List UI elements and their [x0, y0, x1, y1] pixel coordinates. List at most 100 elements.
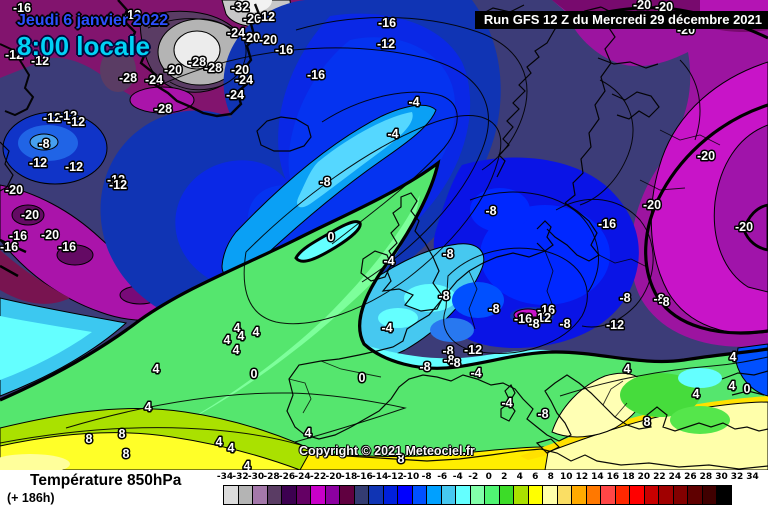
legend-tick-label: -16 — [356, 472, 373, 482]
legend-swatch — [426, 485, 442, 505]
temperature-label: -16 — [0, 240, 18, 254]
legend-swatch — [513, 485, 529, 505]
temperature-label: 4 — [233, 343, 240, 357]
temperature-label: -24 — [235, 73, 253, 87]
legend-swatch — [353, 485, 369, 505]
weather-map: -16 -12-32-20-12-24-20-20-16-28-28-20 -20-… — [0, 0, 768, 470]
temperature-label: 0 — [251, 367, 258, 381]
temperature-label: 4 — [153, 362, 160, 376]
model-run-info-bar: Run GFS 12 Z du Mercredi 29 décembre 202… — [474, 11, 768, 29]
legend-tick-label: 34 — [746, 472, 759, 482]
legend-swatch — [716, 485, 732, 505]
temperature-label: 4 — [224, 333, 231, 347]
temperature-label: -28 — [204, 61, 222, 75]
temperature-label: -8 — [485, 204, 496, 218]
legend-tick-label: -12 — [387, 472, 404, 482]
temperature-label: -28 — [154, 102, 172, 116]
temperature-label: -12 — [464, 343, 482, 357]
temperature-label: 4 — [693, 387, 700, 401]
legend-tick-label: -14 — [372, 472, 389, 482]
valid-time-label: 8:00 locale — [17, 31, 150, 61]
legend-tick-labels: -34 -32 -30 -28 -26 -24 -22 -20 -18 -16 -14 -12 -10-… — [217, 472, 766, 485]
legend-tick-label: -2 — [468, 472, 479, 482]
legend-tick-label: -22 — [309, 472, 327, 482]
temperature-label: -20 — [231, 63, 249, 77]
temperature-label: -8 — [438, 289, 449, 303]
temperature-label: -16 — [598, 217, 616, 231]
legend-swatch — [440, 485, 456, 505]
temperature-label: -8 — [488, 302, 499, 316]
legend-swatch — [295, 485, 311, 505]
temperature-label: -12 — [59, 109, 77, 123]
temperature-label: -28 — [188, 55, 206, 69]
legend-tick-label: 32 — [730, 472, 744, 482]
footer-bar: Température 850hPa (+ 186h) -34 -32 -30 -28… — [0, 470, 768, 512]
legend-tick-label: 18 — [622, 472, 635, 482]
temperature-label: 0 — [359, 371, 366, 385]
legend-tick-label: -24 — [294, 472, 311, 482]
temperature-label: -12 — [5, 48, 23, 62]
temperature-label: -24 — [226, 88, 244, 102]
legend-tick-label: -18 — [340, 472, 358, 482]
temperature-label: -8 — [653, 292, 664, 306]
legend-tick-label: 14 — [591, 472, 604, 482]
legend-tick-label: -28 — [263, 472, 280, 482]
temperature-label: 4 — [253, 325, 260, 339]
legend-swatch — [498, 485, 514, 505]
legend-tick-label: 8 — [547, 472, 554, 482]
legend-tick-label: -8 — [421, 472, 432, 482]
temperature-label: -8 — [449, 356, 460, 370]
temperature-label: 4 — [729, 379, 736, 393]
temperature-label: -8 — [537, 407, 548, 421]
temperature-label: -4 — [387, 127, 398, 141]
temperature-label: -16 — [307, 68, 325, 82]
temperature-label: -8 — [528, 317, 539, 331]
temperature-label: -12 — [533, 311, 551, 325]
temperature-label: -20 — [5, 183, 23, 197]
legend-tick-label: 24 — [668, 472, 682, 482]
legend-swatch — [585, 485, 601, 505]
temperature-label: -4 — [501, 396, 512, 410]
temperature-label: -20 — [243, 12, 261, 26]
legend-swatch — [672, 485, 688, 505]
legend-swatch — [397, 485, 413, 505]
temperature-label: -12 — [67, 115, 85, 129]
temperature-label: -20 — [242, 31, 260, 45]
temperature-label: -28 — [119, 71, 137, 85]
legend-swatches — [223, 485, 766, 506]
temperature-label: -8 — [619, 291, 630, 305]
temperature-label: -8 — [559, 317, 570, 331]
legend-swatch — [455, 485, 471, 505]
temperature-label: -20 — [164, 63, 182, 77]
legend-swatch — [310, 485, 326, 505]
legend-swatch — [281, 485, 297, 505]
temperature-label: -8 — [658, 295, 669, 309]
legend-swatch — [658, 485, 674, 505]
temperature-label: -20 — [633, 0, 651, 12]
parameter-title: Température 850hPa — [30, 472, 182, 489]
legend-tick-label: 22 — [653, 472, 666, 482]
legend-swatch — [687, 485, 703, 505]
temperature-label: 0 — [328, 230, 335, 244]
legend-swatch — [339, 485, 355, 505]
valid-date-label: Jeudi 6 janvier 2022 — [17, 12, 169, 29]
legend-swatch — [266, 485, 282, 505]
temperature-label: 4 — [238, 329, 245, 343]
legend-tick-label: -30 — [247, 472, 265, 482]
temperature-label: 4 — [234, 321, 241, 335]
legend-tick-label: 0 — [485, 472, 492, 482]
legend-tick-label: -10 — [403, 472, 420, 482]
legend-swatch — [484, 485, 500, 505]
legend-tick-label: 12 — [575, 472, 589, 482]
legend-swatch — [643, 485, 659, 505]
temperature-label: -12 — [109, 178, 127, 192]
legend-swatch — [252, 485, 268, 505]
temperature-label: 4 — [216, 435, 223, 449]
temperature-label: -32 — [231, 0, 249, 14]
temperature-label: -20 — [259, 33, 277, 47]
legend-tick-label: 28 — [699, 472, 713, 482]
legend-tick-label: 4 — [516, 472, 523, 482]
temperature-label: -12 — [257, 10, 275, 24]
temperature-label: 8 — [123, 447, 130, 461]
temperature-label: -8 — [38, 137, 49, 151]
